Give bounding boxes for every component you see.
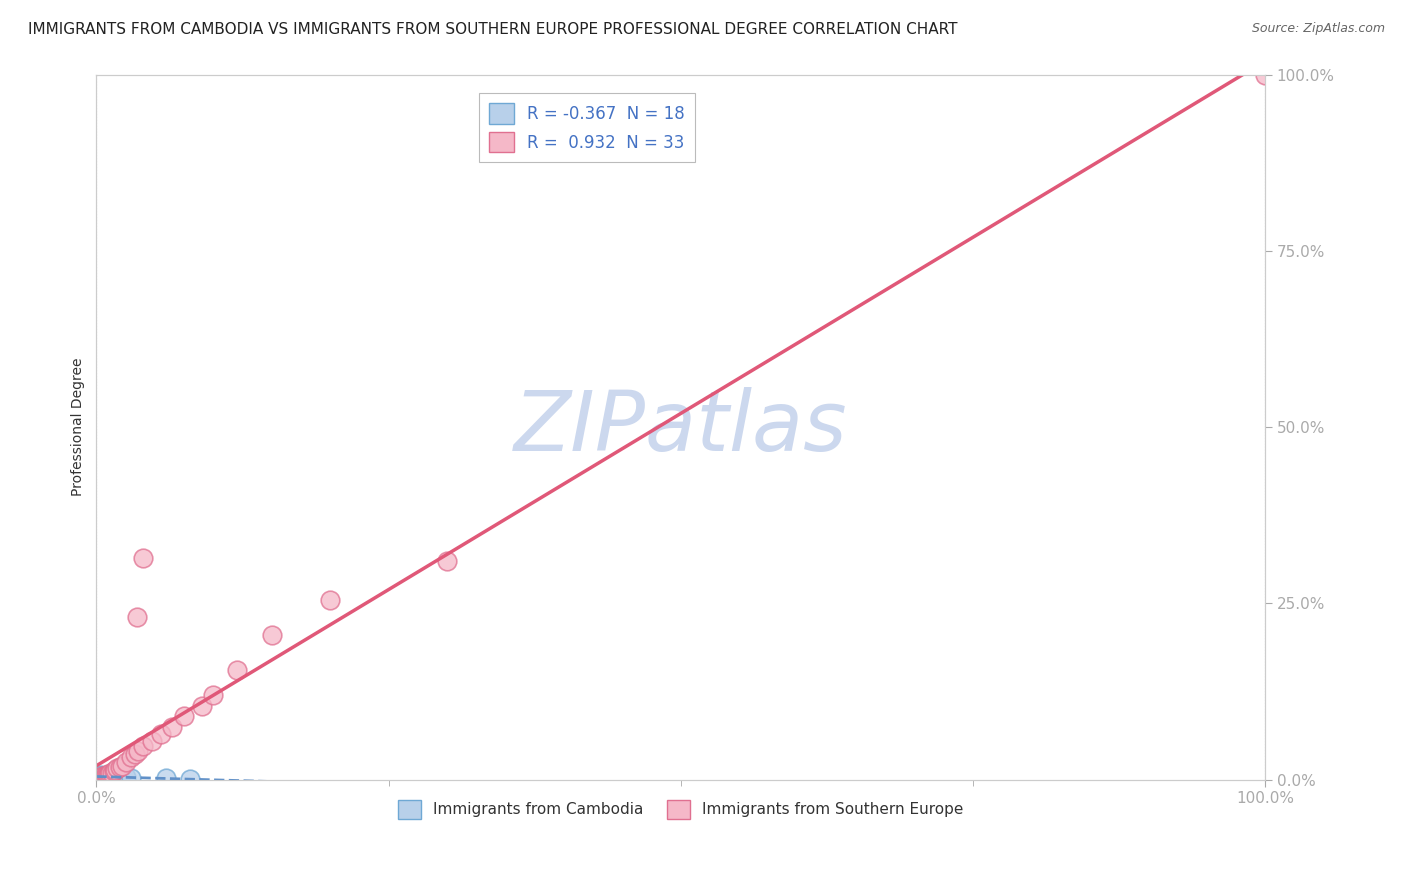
Point (179, 772, 201, 786)
Point (93, 770, 115, 784)
Point (120, 771, 142, 785)
Point (132, 550, 155, 565)
Point (93, 769, 115, 783)
Point (127, 610, 149, 624)
Point (1254, 68, 1277, 82)
Point (162, 720, 184, 734)
Point (91, 770, 114, 784)
Point (100, 771, 122, 785)
Point (132, 739, 155, 753)
Point (101, 770, 124, 784)
Point (108, 760, 131, 774)
Point (103, 764, 125, 779)
Point (100, 765, 122, 780)
Point (105, 761, 128, 775)
Point (436, 554, 458, 568)
Point (173, 709, 195, 723)
Point (260, 628, 283, 642)
Point (97, 770, 120, 784)
Point (87, 771, 110, 785)
Point (225, 663, 247, 677)
Point (100, 766, 122, 780)
Point (108, 771, 131, 785)
Point (155, 771, 177, 785)
Point (94, 769, 117, 783)
Y-axis label: Professional Degree: Professional Degree (72, 358, 86, 496)
Point (91, 770, 114, 784)
Point (87, 770, 110, 784)
Point (90, 768, 112, 782)
Point (90, 771, 112, 785)
Point (202, 688, 225, 702)
Point (105, 771, 128, 785)
Legend: Immigrants from Cambodia, Immigrants from Southern Europe: Immigrants from Cambodia, Immigrants fro… (392, 794, 969, 825)
Point (104, 764, 127, 778)
Text: Source: ZipAtlas.com: Source: ZipAtlas.com (1251, 22, 1385, 36)
Point (127, 744, 149, 758)
Point (104, 771, 127, 785)
Point (149, 727, 172, 741)
Text: ZIPatlas: ZIPatlas (513, 386, 848, 467)
Point (89, 771, 111, 785)
Point (111, 758, 134, 772)
Point (97, 767, 120, 781)
Point (89, 769, 111, 783)
Point (124, 747, 146, 762)
Point (114, 770, 136, 784)
Text: IMMIGRANTS FROM CAMBODIA VS IMMIGRANTS FROM SOUTHERN EUROPE PROFESSIONAL DEGREE : IMMIGRANTS FROM CAMBODIA VS IMMIGRANTS F… (28, 22, 957, 37)
Point (93, 769, 115, 783)
Point (319, 592, 342, 607)
Point (96, 768, 118, 782)
Point (98, 767, 121, 781)
Point (94, 768, 117, 782)
Point (93, 769, 115, 783)
Point (120, 750, 142, 764)
Point (114, 755, 136, 769)
Point (190, 698, 212, 713)
Point (96, 771, 118, 785)
Point (141, 734, 163, 748)
